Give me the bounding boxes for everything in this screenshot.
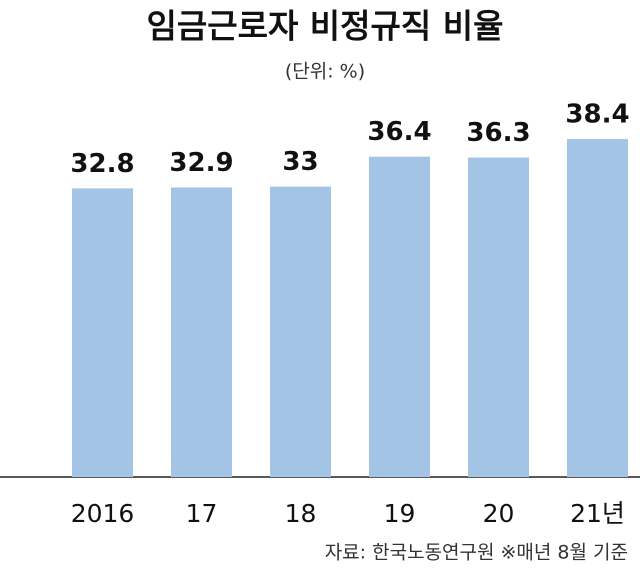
bar	[72, 188, 133, 478]
source-note: 자료: 한국노동연구원 ※매년 8월 기준	[325, 542, 628, 564]
bar	[468, 157, 529, 477]
x-tick-label: 2016	[71, 499, 135, 528]
x-tick-label: 18	[285, 499, 317, 528]
data-label: 38.4	[565, 100, 629, 130]
x-tick-label: 20	[483, 499, 515, 528]
bar	[270, 186, 331, 477]
data-label: 32.8	[70, 149, 134, 179]
x-tick-label: 17	[186, 499, 218, 528]
chart-title: 임금근로자 비정규직 비율	[147, 7, 504, 46]
data-label: 33	[282, 147, 318, 177]
bar	[567, 139, 628, 477]
data-label: 32.9	[169, 148, 233, 178]
bar	[369, 156, 430, 477]
chart-subtitle: (단위: %)	[285, 61, 365, 83]
data-label: 36.4	[367, 117, 431, 147]
data-label: 36.3	[466, 118, 530, 148]
bar	[171, 187, 232, 478]
x-tick-label: 19	[384, 499, 416, 528]
x-tick-label: 21년	[570, 499, 625, 528]
